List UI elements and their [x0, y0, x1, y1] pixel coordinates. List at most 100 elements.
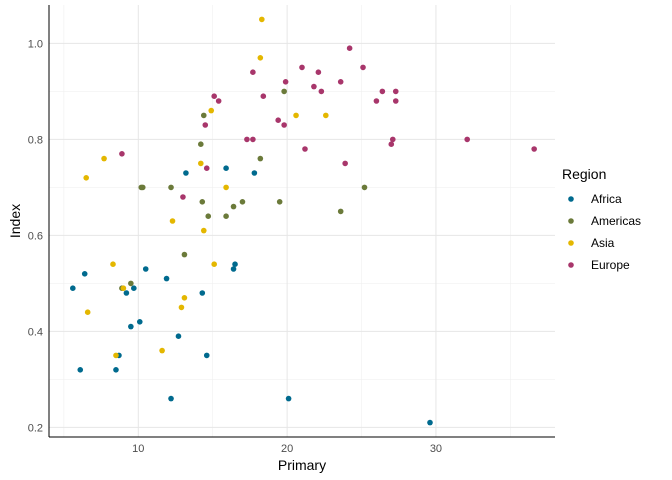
data-point — [208, 107, 215, 114]
data-point — [230, 266, 237, 272]
data-point — [139, 184, 146, 191]
data-point — [199, 290, 206, 296]
legend-key — [568, 240, 574, 246]
data-point — [183, 170, 189, 176]
data-point — [323, 112, 329, 119]
data-point — [123, 290, 130, 296]
data-point — [198, 141, 204, 147]
data-point — [223, 184, 229, 191]
legend-key — [568, 196, 574, 202]
legend-title: Region — [562, 166, 606, 182]
data-point — [120, 285, 127, 292]
data-point — [318, 88, 325, 95]
data-point — [159, 347, 165, 354]
data-point — [200, 227, 207, 234]
legend-label: Americas — [591, 214, 641, 228]
y-tick-label: 0.4 — [28, 326, 43, 338]
data-point — [83, 175, 90, 181]
data-point — [113, 367, 119, 373]
data-point — [205, 213, 212, 219]
data-point — [215, 98, 222, 104]
data-point — [337, 208, 344, 215]
data-point — [181, 251, 188, 258]
data-point — [230, 203, 237, 210]
data-point — [211, 93, 217, 99]
x-tick-label: 20 — [281, 443, 293, 455]
data-point — [302, 146, 308, 152]
data-point — [392, 88, 399, 95]
data-point — [142, 266, 149, 272]
data-point — [200, 112, 207, 119]
data-point — [427, 419, 433, 426]
data-point — [101, 155, 107, 162]
data-point — [281, 88, 287, 95]
data-point — [260, 93, 267, 99]
legend-label: Asia — [591, 236, 615, 250]
data-point — [203, 352, 210, 359]
data-point — [388, 141, 395, 147]
data-point — [257, 55, 264, 61]
data-point — [311, 83, 317, 90]
data-point — [337, 79, 344, 85]
data-point — [131, 285, 137, 292]
y-tick-label: 1.0 — [28, 38, 43, 50]
legend-label: Africa — [591, 192, 622, 206]
data-point — [203, 165, 210, 171]
data-point — [84, 309, 91, 316]
x-tick-labels: 10 20 30 — [132, 443, 442, 455]
data-point — [223, 165, 229, 171]
y-axis-title: Index — [7, 204, 23, 238]
data-point — [392, 98, 399, 104]
data-point — [128, 280, 134, 287]
data-point — [77, 367, 84, 373]
data-point — [257, 155, 264, 162]
data-point — [346, 45, 353, 51]
data-point — [239, 199, 246, 205]
data-point — [169, 218, 176, 224]
grid — [49, 5, 555, 437]
legend-key — [568, 262, 574, 268]
data-point — [299, 64, 305, 71]
data-point — [293, 112, 299, 119]
plot-panel — [49, 5, 555, 437]
data-points — [70, 16, 537, 426]
data-point — [232, 261, 238, 268]
y-tick-label: 0.6 — [28, 230, 43, 242]
data-point — [342, 160, 348, 167]
data-point — [168, 395, 174, 402]
data-point — [180, 194, 186, 200]
y-tick-label: 0.8 — [28, 134, 43, 146]
data-point — [244, 136, 250, 143]
data-point — [110, 261, 116, 268]
x-tick-label: 30 — [430, 443, 442, 455]
data-point — [199, 199, 206, 205]
data-point — [181, 295, 188, 301]
data-point — [136, 319, 143, 325]
data-point — [163, 275, 170, 282]
data-point — [251, 170, 258, 176]
axes — [48, 5, 555, 438]
data-point — [282, 79, 289, 85]
data-point — [175, 333, 182, 340]
legend-key — [568, 218, 574, 224]
data-point — [250, 69, 256, 75]
data-point — [211, 261, 217, 268]
data-point — [198, 160, 204, 167]
data-point — [464, 136, 470, 143]
y-tick-labels: 0.2 0.4 0.6 0.8 1.0 — [28, 38, 43, 434]
data-point — [315, 69, 322, 75]
data-point — [276, 199, 283, 205]
x-axis-title: Primary — [278, 457, 326, 473]
data-point — [202, 122, 209, 128]
data-point — [379, 88, 386, 95]
data-point — [70, 285, 76, 292]
legend-label: Europe — [591, 258, 630, 272]
data-point — [389, 136, 396, 143]
data-point — [259, 16, 265, 23]
x-tick-label: 10 — [132, 443, 144, 455]
data-point — [128, 323, 134, 330]
data-point — [360, 64, 366, 71]
data-point — [178, 304, 185, 311]
data-point — [81, 271, 88, 277]
